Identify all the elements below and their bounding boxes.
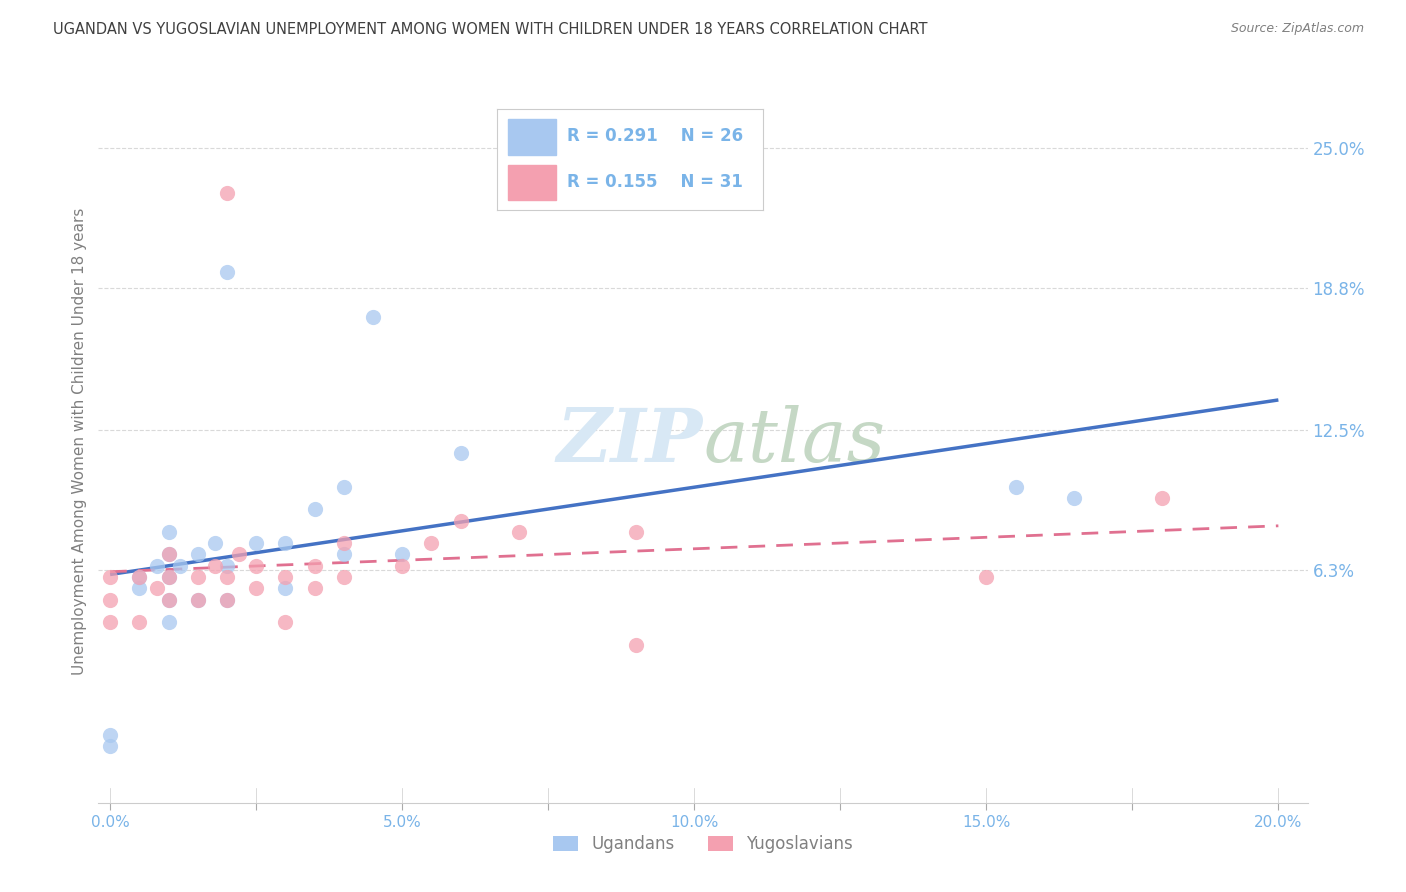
Point [1150,491,1173,505]
Point [332,480,354,494]
Text: atlas: atlas [703,405,886,478]
Point [332,548,354,562]
Point [128,582,150,596]
Point [624,638,647,652]
Point [304,558,326,573]
Point [128,570,150,584]
Point [215,592,238,607]
Text: UGANDAN VS YUGOSLAVIAN UNEMPLOYMENT AMONG WOMEN WITH CHILDREN UNDER 18 YEARS COR: UGANDAN VS YUGOSLAVIAN UNEMPLOYMENT AMON… [53,22,928,37]
Point [146,582,169,596]
Point [98,592,121,607]
Point [98,728,121,742]
Y-axis label: Unemployment Among Women with Children Under 18 years: Unemployment Among Women with Children U… [72,208,87,675]
Point [157,548,180,562]
Point [98,615,121,630]
Text: ZIP: ZIP [557,405,703,478]
Point [450,514,472,528]
Point [420,536,443,550]
Point [391,548,413,562]
Point [391,558,413,573]
Point [146,558,169,573]
Point [1063,491,1085,505]
Point [169,558,191,573]
Point [187,570,209,584]
Point [187,592,209,607]
Point [157,570,180,584]
Point [187,548,209,562]
Point [450,446,472,460]
Point [332,570,354,584]
Point [157,524,180,539]
Point [204,558,226,573]
Point [98,570,121,584]
Point [98,739,121,754]
Text: Source: ZipAtlas.com: Source: ZipAtlas.com [1230,22,1364,36]
Point [361,310,384,325]
Point [128,570,150,584]
Point [304,582,326,596]
Point [215,265,238,279]
Point [157,548,180,562]
Point [157,592,180,607]
Point [245,536,267,550]
Point [215,592,238,607]
Point [215,558,238,573]
Point [157,592,180,607]
Point [624,524,647,539]
Point [332,536,354,550]
Point [215,570,238,584]
Point [245,582,267,596]
Point [215,186,238,201]
Point [274,615,297,630]
Point [128,615,150,630]
Legend: Ugandans, Yugoslavians: Ugandans, Yugoslavians [547,828,859,860]
Point [274,582,297,596]
Point [187,592,209,607]
Point [157,570,180,584]
Point [974,570,997,584]
Point [274,570,297,584]
Point [245,558,267,573]
Point [1004,480,1026,494]
Point [508,524,530,539]
Point [204,536,226,550]
Point [157,615,180,630]
Point [274,536,297,550]
Point [304,502,326,516]
Point [228,548,250,562]
